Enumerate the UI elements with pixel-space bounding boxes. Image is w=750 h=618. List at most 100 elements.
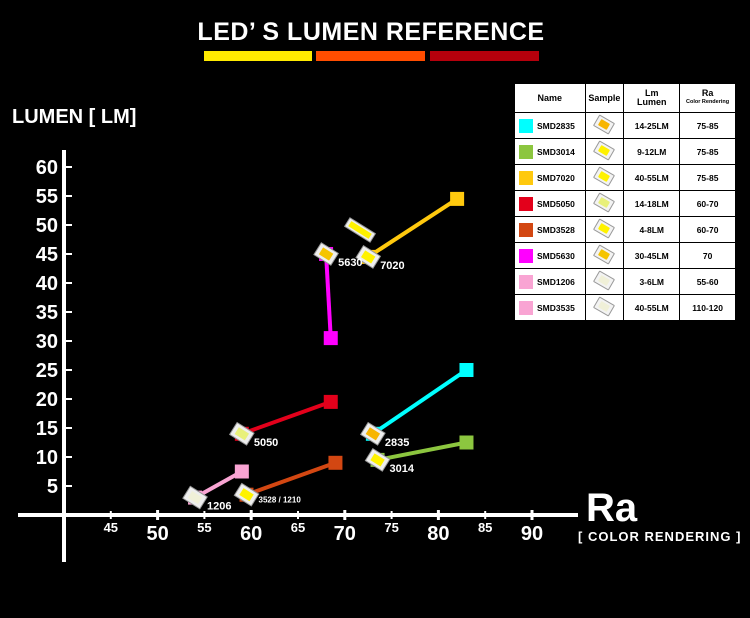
legend-ra: 75-85 <box>679 112 736 139</box>
legend-row: SMD1206 3-6LM 55-60 <box>514 268 736 295</box>
y-tick-label: 55 <box>36 186 58 208</box>
led-chip-icon <box>593 218 616 239</box>
legend-table: Name Sample Lm Lumen Ra Color Rendering SM… <box>514 83 736 321</box>
series-line-3528 <box>245 460 337 497</box>
data-point <box>323 331 338 346</box>
legend-name-cell: SMD3014 <box>514 138 586 165</box>
legend-ra: 55-60 <box>679 268 736 295</box>
series-line-5630 <box>324 253 333 339</box>
y-tick-label: 45 <box>36 244 58 266</box>
legend-sample-cell <box>584 190 625 217</box>
led-chip-icon <box>364 447 391 472</box>
legend-name-cell: SMD3528 <box>514 216 586 243</box>
legend-sample-cell <box>584 138 625 165</box>
legend-name-cell: SMD2835 <box>514 112 586 139</box>
series-label: 5050 <box>254 437 278 449</box>
legend-ra: 75-85 <box>679 138 736 165</box>
legend-name: SMD1206 <box>537 276 575 287</box>
legend-header-sample: Sample <box>584 83 625 113</box>
title-bar-orange <box>316 51 425 61</box>
y-tick-label: 20 <box>36 389 58 411</box>
data-point <box>459 435 474 450</box>
legend-swatch <box>519 144 533 159</box>
legend-sample-cell <box>584 164 625 191</box>
y-tick-label: 15 <box>36 418 58 440</box>
y-tick-label: 10 <box>36 447 58 469</box>
legend-ra: 70 <box>679 242 736 269</box>
series-label: 3014 <box>390 463 415 475</box>
legend-swatch <box>519 248 533 263</box>
led-chip-icon <box>593 140 616 161</box>
legend-row: SMD7020 40-55LM 75-85 <box>514 164 736 191</box>
x-minor-tick-label: 65 <box>291 520 305 535</box>
legend-name: SMD2835 <box>537 120 575 131</box>
legend-lm: 40-55LM <box>623 164 681 191</box>
chart-title: LED’ S LUMEN REFERENCE <box>197 18 545 46</box>
led-chip-icon <box>233 482 260 507</box>
legend-row: SMD2835 14-25LM 75-85 <box>514 112 736 139</box>
legend-lm: 40-55LM <box>623 294 681 321</box>
series-label: 5630 <box>338 257 362 269</box>
x-tick-label: 60 <box>240 523 262 545</box>
led-chip-icon <box>593 192 616 213</box>
y-tick-label: 25 <box>36 360 58 382</box>
series-line-2835 <box>371 368 468 436</box>
legend-sample-cell <box>584 242 625 269</box>
led-chip-icon <box>313 242 339 266</box>
legend-sample-cell <box>584 294 625 321</box>
legend-swatch <box>519 170 533 185</box>
series-label: 2835 <box>385 437 409 449</box>
legend-lm: 14-25LM <box>623 112 681 139</box>
x-tick-label: 90 <box>521 523 543 545</box>
series-label: 1206 <box>207 501 231 513</box>
x-minor-tick-label: 55 <box>197 520 211 535</box>
led-chip-icon <box>182 485 208 510</box>
legend-header-name: Name <box>514 83 586 113</box>
data-point <box>323 394 338 409</box>
y-tick-label: 50 <box>36 215 58 237</box>
x-axis-label: Ra <box>586 486 638 530</box>
legend-header-lm: Lm Lumen <box>623 83 681 113</box>
title-bar-red <box>430 51 539 61</box>
x-tick-label: 70 <box>334 523 356 545</box>
legend-header-ra: Ra Color Rendering <box>679 83 736 113</box>
legend-ra: 110-120 <box>679 294 736 321</box>
legend-name: SMD5050 <box>537 198 575 209</box>
legend-name: SMD7020 <box>537 172 575 183</box>
led-chip-icon <box>228 421 255 446</box>
legend-lm: 30-45LM <box>623 242 681 269</box>
x-minor-tick-label: 85 <box>478 520 492 535</box>
title-bar-yellow <box>204 51 312 61</box>
led-chip-icon <box>593 244 616 265</box>
series-label: 3528 / 1210 <box>259 496 302 505</box>
data-point <box>450 191 465 206</box>
legend-row: SMD5050 14-18LM 60-70 <box>514 190 736 217</box>
legend-ra: 60-70 <box>679 190 736 217</box>
legend-swatch <box>519 222 533 237</box>
legend-ra: 75-85 <box>679 164 736 191</box>
led-chip-icon <box>593 270 616 291</box>
series-line-7020 <box>367 197 459 259</box>
legend-row: SMD3535 40-55LM 110-120 <box>514 294 736 321</box>
legend-name-cell: SMD7020 <box>514 164 586 191</box>
legend-name: SMD5630 <box>537 250 575 261</box>
legend-header-row: Name Sample Lm Lumen Ra Color Rendering <box>514 83 736 113</box>
y-tick-label: 60 <box>36 157 58 179</box>
data-point <box>234 464 249 479</box>
y-tick-label: 30 <box>36 331 58 353</box>
x-minor-tick-label: 45 <box>104 520 118 535</box>
led-chip-icon <box>360 421 386 446</box>
legend-lm: 14-18LM <box>623 190 681 217</box>
data-point <box>328 455 343 470</box>
x-minor-tick-label: 75 <box>384 520 398 535</box>
legend-row: SMD3014 9-12LM 75-85 <box>514 138 736 165</box>
legend-swatch <box>519 300 533 315</box>
legend-row: SMD5630 30-45LM 70 <box>514 242 736 269</box>
legend-name: SMD3528 <box>537 224 575 235</box>
legend-name-cell: SMD3535 <box>514 294 586 321</box>
legend-name-cell: SMD1206 <box>514 268 586 295</box>
legend-name-cell: SMD5050 <box>514 190 586 217</box>
legend-sample-cell <box>584 216 625 243</box>
x-tick-label: 50 <box>146 523 168 545</box>
series-line-3014 <box>377 440 467 462</box>
